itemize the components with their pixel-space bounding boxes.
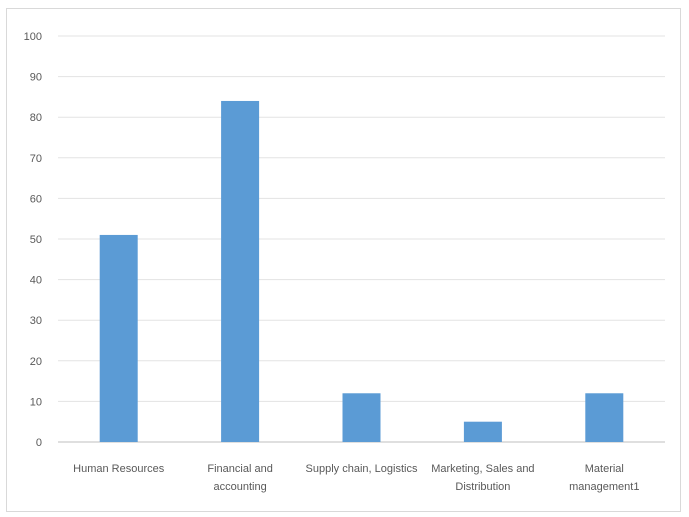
y-tick-label: 80 [30, 112, 42, 124]
bar-2 [342, 393, 381, 442]
x-tick-label: Supply chain, Logistics [306, 463, 418, 475]
bar-3 [463, 421, 502, 442]
y-tick-label: 100 [24, 31, 42, 43]
y-tick-label: 60 [30, 193, 42, 205]
y-tick-label: 30 [30, 315, 42, 327]
y-tick-label: 0 [36, 437, 42, 449]
x-tick-label: management1 [569, 481, 639, 493]
bar-1 [221, 100, 260, 443]
y-tick-label: 10 [30, 396, 42, 408]
x-tick-label: accounting [213, 481, 266, 493]
y-tick-label: 20 [30, 356, 42, 368]
y-tick-label: 50 [30, 234, 42, 246]
x-tick-label: Marketing, Sales and [431, 463, 534, 475]
x-tick-label: Financial and [207, 463, 272, 475]
y-tick-label: 90 [30, 72, 42, 84]
bar-0 [99, 234, 138, 442]
x-tick-label: Human Resources [73, 463, 165, 475]
x-tick-label: Material [585, 463, 624, 475]
y-tick-label: 70 [30, 153, 42, 165]
y-tick-label: 40 [30, 275, 42, 287]
bar-4 [585, 393, 624, 442]
x-tick-label: Distribution [455, 481, 510, 493]
